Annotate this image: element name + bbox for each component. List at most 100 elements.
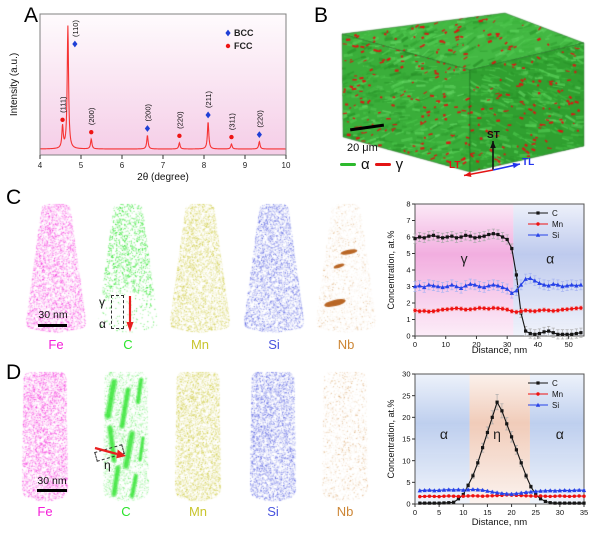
svg-text:0: 0: [413, 508, 417, 517]
region-α: [415, 374, 470, 504]
svg-text:25: 25: [402, 391, 410, 400]
svg-text:7: 7: [406, 216, 410, 225]
svg-text:LT: LT: [449, 160, 460, 171]
alpha-label: α: [361, 156, 370, 173]
xrd-curve: [40, 25, 286, 150]
si-map-d: [245, 368, 301, 508]
tip-label-c-d: C: [121, 504, 131, 519]
profile-arrow-c: [126, 296, 134, 332]
svg-text:0: 0: [406, 500, 410, 509]
svg-text:5: 5: [437, 508, 441, 517]
svg-text:5: 5: [406, 249, 410, 258]
svg-text:(200): (200): [143, 103, 152, 121]
svg-text:5: 5: [79, 161, 84, 170]
svg-text:9: 9: [243, 161, 248, 170]
region-α: [529, 374, 584, 504]
profile-arrow-d: [94, 446, 126, 459]
svg-text:20: 20: [472, 340, 480, 349]
svg-text:C: C: [552, 379, 558, 388]
scale-bar-c-label: 30 nm: [38, 309, 68, 321]
alpha-swatch: [340, 162, 356, 167]
ylabel: Concentration, at.%: [386, 230, 396, 309]
tip-label-si-c: Si: [268, 337, 280, 352]
svg-text:40: 40: [534, 340, 542, 349]
svg-text:30: 30: [503, 340, 511, 349]
svg-text:C: C: [552, 209, 558, 218]
svg-text:10: 10: [459, 508, 467, 517]
xrd-peak-labels: (111) (110) (200) (200) (220) (211) (311) (220): [59, 20, 264, 140]
svg-text:Mn: Mn: [552, 220, 563, 229]
svg-text:(220): (220): [255, 110, 264, 128]
tip-label-nb-c: Nb: [337, 337, 355, 352]
svg-text:2: 2: [406, 299, 410, 308]
tip-label-fe-d: Fe: [37, 504, 53, 519]
concentration-profile-c: γ α 0 1 2 3 4 5 6 7 8 0 10 20 30 40 50 Distance, nm Concen…: [386, 200, 585, 356]
svg-text:30: 30: [402, 370, 410, 379]
si-map-c: [236, 200, 312, 336]
scale-bar-d: [37, 489, 67, 492]
xrd-x-axis: 4 5 6 7 8 9 10: [38, 155, 291, 170]
c-map-c: [90, 200, 166, 336]
svg-text:4: 4: [406, 266, 410, 275]
svg-text:(311): (311): [227, 113, 236, 130]
axes: 0 1 2 3 4 5 6 7 8 0 10 20 30 40 50: [406, 200, 572, 349]
xrd-chart: 4 5 6 7 8 9 10 2θ (degree) Intensity (a.u.) (111)…: [9, 13, 291, 183]
microstructure-3d-map: [330, 4, 592, 180]
svg-text:0: 0: [406, 332, 410, 341]
svg-text:7: 7: [161, 161, 166, 170]
region-γ: [415, 204, 514, 336]
tip-label-mn-c: Mn: [190, 337, 210, 352]
gamma-swatch: [374, 162, 391, 167]
svg-text:8: 8: [202, 161, 207, 170]
chart-legend: C Mn Si: [528, 379, 563, 410]
svg-text:5: 5: [406, 478, 410, 487]
svg-text:BCC: BCC: [234, 28, 254, 38]
region-label: α: [556, 426, 564, 442]
nb-map-c: [308, 200, 384, 336]
xlabel: Distance, nm: [472, 345, 528, 356]
gamma-label: γ: [395, 156, 404, 173]
tip-label-c-c: C: [123, 337, 133, 352]
svg-text:8: 8: [406, 200, 410, 209]
panel-c-label: C: [6, 186, 22, 209]
svg-text:1: 1: [406, 315, 410, 324]
region-η: [469, 374, 530, 504]
svg-text:35: 35: [580, 508, 588, 517]
mn-map-c: [162, 200, 238, 336]
chart-legend: C Mn Si: [528, 209, 563, 240]
scale-bar-b-label: 20 μm: [347, 142, 378, 154]
region-label: α: [546, 250, 554, 266]
tip-label-mn-d: Mn: [188, 504, 208, 519]
region-label: α: [440, 426, 448, 442]
alpha-annotation-c: α: [99, 317, 106, 331]
svg-text:15: 15: [483, 508, 491, 517]
svg-text:(220): (220): [175, 111, 184, 129]
panel-a-label: A: [24, 4, 39, 27]
svg-text:(111): (111): [59, 96, 68, 113]
series-Si: [417, 487, 587, 496]
svg-text:20: 20: [402, 413, 410, 422]
svg-text:20: 20: [507, 508, 515, 517]
orientation-triad: ST LT TL: [449, 130, 534, 177]
series-C: [418, 394, 586, 505]
series-Mn: [413, 305, 583, 315]
svg-text:(110): (110): [71, 20, 80, 37]
scale-bar-c: [38, 324, 67, 327]
svg-text:(200): (200): [87, 107, 96, 125]
svg-text:FCC: FCC: [234, 41, 253, 51]
nb-map-d: [317, 368, 373, 508]
ylabel: Concentration, at.%: [386, 399, 396, 478]
xrd-xlabel: 2θ (degree): [137, 172, 189, 183]
series-Si: [412, 272, 584, 299]
xrd-legend: BCC FCC: [225, 28, 254, 51]
tip-label-si-d: Si: [267, 504, 279, 519]
tip-label-nb-d: Nb: [336, 504, 354, 519]
eta-annotation-d: η: [104, 458, 111, 472]
phase-legend-b: α γ: [340, 156, 403, 173]
xrd-plot-bg: [40, 14, 286, 155]
svg-text:TL: TL: [522, 157, 534, 168]
svg-text:6: 6: [406, 233, 410, 242]
c-map-d: [98, 368, 154, 508]
svg-text:0: 0: [413, 340, 417, 349]
